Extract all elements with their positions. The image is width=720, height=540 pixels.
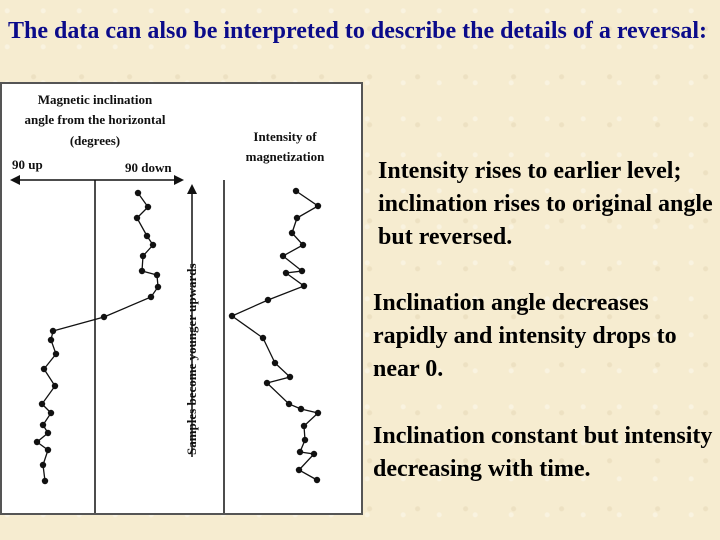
annotation-middle: Inclination angle decreases rapidly and …	[373, 290, 677, 382]
intensity-point	[271, 359, 279, 367]
inclination-point	[154, 283, 162, 291]
intensity-point	[285, 400, 293, 408]
inclination-point	[38, 400, 46, 408]
intensity-label-line2: magnetization	[246, 149, 325, 164]
time-axis-arrowhead	[187, 184, 197, 194]
intensity-point	[313, 476, 321, 484]
inclination-point	[133, 214, 141, 222]
inclination-label-line3: (degrees)	[70, 133, 120, 148]
inclination-point	[100, 313, 108, 321]
inclination-point	[134, 189, 142, 197]
intensity-point	[259, 334, 267, 342]
inclination-point	[147, 293, 155, 301]
intensity-series	[223, 180, 322, 513]
intensity-point	[286, 373, 294, 381]
inclination-point	[47, 409, 55, 417]
inclination-point	[138, 267, 146, 275]
inclination-point	[143, 232, 151, 240]
inclination-point	[41, 477, 49, 485]
down-label: 90 down	[125, 160, 172, 175]
inclination-label-line1: Magnetic inclination	[38, 92, 153, 107]
annotation-bottom: Inclination constant but intensity decre…	[373, 423, 713, 482]
left-arrowhead	[10, 175, 20, 185]
inclination-point	[44, 446, 52, 454]
inclination-point	[51, 382, 59, 390]
intensity-point	[279, 252, 287, 260]
intensity-point	[295, 466, 303, 474]
inclination-point	[149, 241, 157, 249]
reversal-figure: Magnetic inclination angle from the hori…	[0, 82, 363, 515]
inclination-label-line2: angle from the horizontal	[25, 112, 166, 127]
intensity-point	[310, 450, 318, 458]
annotation-top: Intensity rises to earlier level; inclin…	[378, 158, 713, 250]
inclination-point	[49, 327, 57, 335]
inclination-series	[33, 180, 162, 513]
intensity-point	[299, 241, 307, 249]
time-axis-label: Samples become younger upwards	[184, 263, 199, 455]
intensity-point	[300, 422, 308, 430]
inclination-line	[35, 192, 159, 482]
intensity-line	[230, 190, 320, 481]
inclination-point	[139, 252, 147, 260]
intensity-point	[297, 405, 305, 413]
inclination-point	[52, 350, 60, 358]
intensity-point	[300, 282, 308, 290]
intensity-point	[296, 448, 304, 456]
inclination-point	[44, 429, 52, 437]
right-arrowhead	[174, 175, 184, 185]
inclination-point	[39, 421, 47, 429]
inclination-point	[47, 336, 55, 344]
intensity-point	[314, 202, 322, 210]
inclination-point	[153, 271, 161, 279]
intensity-point	[282, 269, 290, 277]
inclination-point	[144, 203, 152, 211]
intensity-point	[264, 296, 272, 304]
intensity-point	[288, 229, 296, 237]
intensity-point	[314, 409, 322, 417]
up-label: 90 up	[12, 157, 43, 172]
inclination-point	[33, 438, 41, 446]
intensity-point	[301, 436, 309, 444]
intensity-point	[292, 187, 300, 195]
intensity-point	[293, 214, 301, 222]
inclination-point	[40, 365, 48, 373]
inclination-point	[39, 461, 47, 469]
intensity-point	[228, 312, 236, 320]
intensity-point	[263, 379, 271, 387]
slide-title: The data can also be interpreted to desc…	[8, 18, 708, 44]
intensity-point	[298, 267, 306, 275]
intensity-label-line1: Intensity of	[253, 129, 317, 144]
